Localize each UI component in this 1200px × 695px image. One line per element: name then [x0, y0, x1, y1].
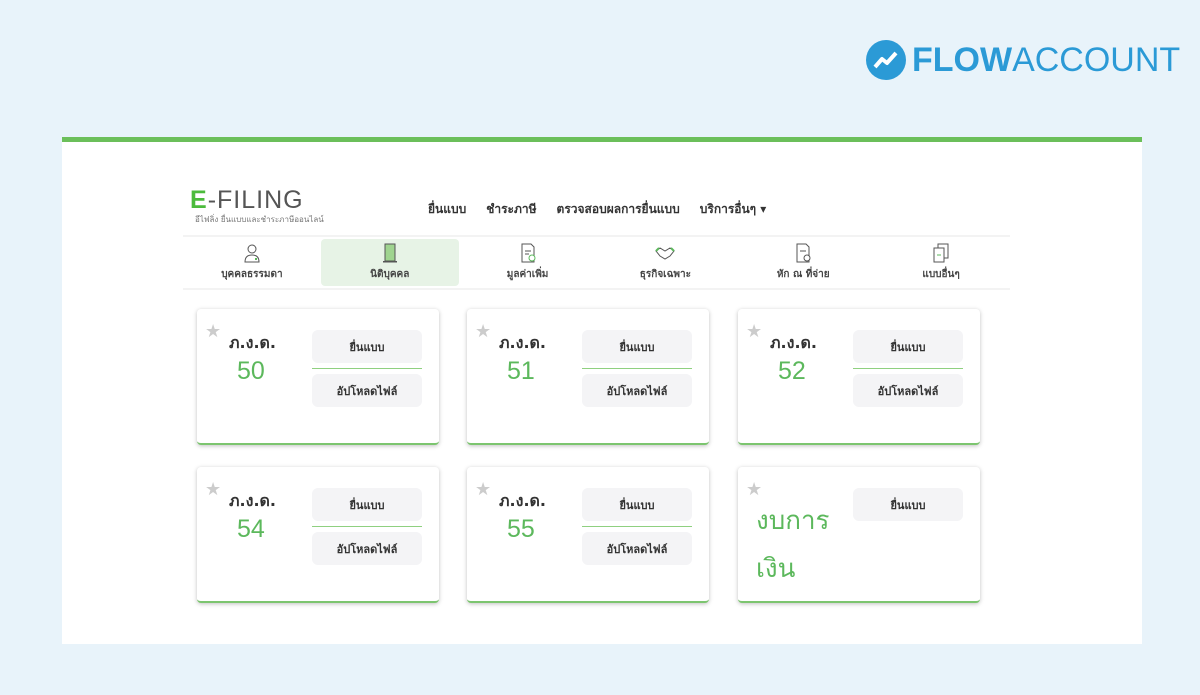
form-number: 52 — [778, 357, 806, 385]
top-nav: ยื่นแบบ ชำระภาษี ตรวจสอบผลการยื่นแบบ บริ… — [428, 200, 766, 219]
category-tabs: บุคคลธรรมดา นิติบุคคล มูลค่าเพิ่ม ธุรกิจ… — [183, 235, 1010, 290]
file-button[interactable]: ยื่นแบบ — [853, 330, 963, 363]
form-number: 54 — [237, 515, 265, 543]
nav-pay[interactable]: ชำระภาษี — [486, 202, 537, 216]
form-card-pnd55: ★ ภ.ง.ด. 55 ยื่นแบบ อัปโหลดไฟล์ — [467, 467, 709, 603]
logo-tagline: อีไฟลิ่ง ยื่นแบบและชำระภาษีออนไลน์ — [195, 215, 324, 224]
trend-chart-icon — [866, 40, 906, 80]
document-stamp-icon — [796, 243, 811, 263]
form-number: 50 — [237, 357, 265, 385]
form-code: ภ.ง.ด. — [770, 333, 817, 352]
document-icon — [521, 243, 536, 263]
form-code: ภ.ง.ด. — [229, 491, 276, 510]
upload-button[interactable]: อัปโหลดไฟล์ — [312, 374, 422, 407]
file-button[interactable]: ยื่นแบบ — [582, 330, 692, 363]
star-icon[interactable]: ★ — [475, 321, 492, 342]
tab-individual[interactable]: บุคคลธรรมดา — [183, 239, 321, 286]
tab-juristic[interactable]: นิติบุคคล — [320, 239, 459, 286]
file-button[interactable]: ยื่นแบบ — [312, 330, 422, 363]
tab-label: ธุรกิจเฉพาะ — [639, 269, 691, 280]
tab-label: แบบอื่นๆ — [922, 269, 960, 280]
copy-icon — [933, 243, 949, 263]
efiling-logo[interactable]: E-FILING อีไฟลิ่ง ยื่นแบบและชำระภาษีออนไ… — [190, 187, 324, 226]
star-icon[interactable]: ★ — [475, 479, 492, 500]
form-card-pnd51: ★ ภ.ง.ด. 51 ยื่นแบบ อัปโหลดไฟล์ — [467, 309, 709, 445]
logo-text: -FILING — [207, 186, 304, 214]
file-button[interactable]: ยื่นแบบ — [853, 488, 963, 521]
logo-e: E — [190, 186, 208, 214]
tab-vat[interactable]: มูลค่าเพิ่ม — [459, 239, 597, 286]
divider — [312, 368, 422, 369]
star-icon[interactable]: ★ — [746, 479, 763, 500]
handshake-icon — [655, 247, 676, 260]
tab-label: หัก ณ ที่จ่าย — [776, 269, 830, 280]
brand-light: ACCOUNT — [1012, 41, 1181, 79]
nav-file[interactable]: ยื่นแบบ — [428, 202, 467, 216]
form-code: ภ.ง.ด. — [229, 333, 276, 352]
flowaccount-logo: FLOWACCOUNT — [866, 40, 1180, 80]
tab-label: มูลค่าเพิ่ม — [506, 269, 549, 280]
tab-label: นิติบุคคล — [370, 269, 410, 280]
file-button[interactable]: ยื่นแบบ — [582, 488, 692, 521]
brand-bold: FLOW — [912, 41, 1013, 79]
divider — [853, 368, 963, 369]
tab-withholding[interactable]: หัก ณ ที่จ่าย — [734, 239, 872, 286]
form-card-pnd54: ★ ภ.ง.ด. 54 ยื่นแบบ อัปโหลดไฟล์ — [197, 467, 439, 603]
tab-other-forms[interactable]: แบบอื่นๆ — [872, 239, 1010, 286]
nav-other-services[interactable]: บริการอื่นๆ ▾ — [699, 202, 767, 216]
star-icon[interactable]: ★ — [746, 321, 763, 342]
title-line: งบการ — [756, 506, 830, 536]
form-code: ภ.ง.ด. — [499, 491, 546, 510]
person-icon — [244, 244, 260, 263]
form-card-financial-statement: ★ งบการเงิน ยื่นแบบ — [738, 467, 980, 603]
upload-button[interactable]: อัปโหลดไฟล์ — [582, 374, 692, 407]
financial-statement-title: งบการเงิน — [756, 497, 830, 593]
star-icon[interactable]: ★ — [205, 321, 222, 342]
tab-specific-business[interactable]: ธุรกิจเฉพาะ — [596, 239, 734, 286]
nav-check[interactable]: ตรวจสอบผลการยื่นแบบ — [556, 202, 680, 216]
form-number: 51 — [507, 357, 535, 385]
building-icon — [382, 243, 397, 263]
star-icon[interactable]: ★ — [205, 479, 222, 500]
file-button[interactable]: ยื่นแบบ — [312, 488, 422, 521]
title-line: เงิน — [756, 554, 796, 584]
upload-button[interactable]: อัปโหลดไฟล์ — [312, 532, 422, 565]
form-number: 55 — [507, 515, 535, 543]
upload-button[interactable]: อัปโหลดไฟล์ — [582, 532, 692, 565]
form-code: ภ.ง.ด. — [499, 333, 546, 352]
upload-button[interactable]: อัปโหลดไฟล์ — [853, 374, 963, 407]
divider — [582, 368, 692, 369]
tab-label: บุคคลธรรมดา — [221, 269, 283, 280]
form-card-pnd52: ★ ภ.ง.ด. 52 ยื่นแบบ อัปโหลดไฟล์ — [738, 309, 980, 445]
divider — [582, 526, 692, 527]
form-card-pnd50: ★ ภ.ง.ด. 50 ยื่นแบบ อัปโหลดไฟล์ — [197, 309, 439, 445]
efiling-panel: E-FILING อีไฟลิ่ง ยื่นแบบและชำระภาษีออนไ… — [62, 137, 1142, 644]
divider — [312, 526, 422, 527]
